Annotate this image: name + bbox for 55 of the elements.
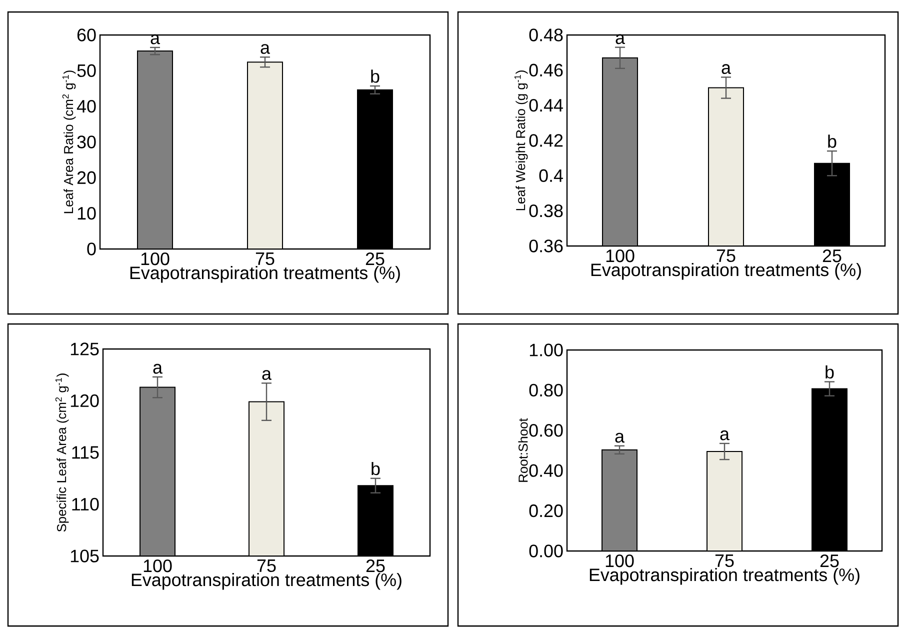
y-tick-label: 50 (77, 64, 96, 77)
x-tick-label: 25 (822, 249, 842, 262)
annotation: a (262, 370, 272, 380)
annotation: a (153, 364, 162, 374)
x-tick-label: 100 (144, 559, 172, 572)
annotation: b (826, 365, 834, 379)
x-axis-title: Evapotranspiration treatments (%) (590, 568, 860, 585)
annotation: a (260, 44, 270, 54)
x-tick-label: 100 (606, 554, 634, 568)
y-tick-label: 0.4 (539, 169, 563, 182)
annotation: b (371, 70, 380, 83)
y-tick-label: 115 (72, 446, 99, 459)
annotation: a (722, 64, 731, 74)
y-tick-label: 60 (77, 28, 96, 42)
x-tick-label: 75 (257, 559, 276, 572)
annotation: a (720, 430, 730, 440)
y-tick-label: 0.80 (529, 384, 563, 397)
y-tick-label: 120 (70, 394, 99, 408)
x-tick-label: 25 (366, 559, 385, 572)
y-tick-label: 110 (72, 498, 99, 511)
y-tick-label: 105 (70, 550, 99, 562)
y-tick-label: 0.60 (529, 424, 563, 437)
y-tick-label: 0.36 (529, 240, 563, 252)
y-tick-label: 0 (87, 242, 96, 256)
x-tick-label: 25 (366, 252, 384, 266)
y-axis-title: Leaf Area Ratio (cm$^{2}$ g$^{-1}$) (62, 70, 76, 214)
annotation: b (828, 134, 836, 148)
y-tick-label: 0.00 (529, 544, 563, 558)
y-tick-label: 0.44 (529, 98, 563, 112)
y-tick-label: 0.42 (529, 134, 563, 147)
y-tick-label: 0.48 (529, 28, 563, 42)
x-tick-label: 75 (716, 249, 736, 262)
y-tick-label: 10 (78, 206, 96, 220)
y-tick-label: 1.00 (530, 344, 563, 356)
y-tick-label: 0.20 (529, 504, 563, 518)
annotation: a (615, 432, 624, 443)
y-tick-label: 0.46 (529, 64, 563, 76)
x-axis-title: Evapotranspiration treatments (%) (130, 266, 400, 283)
x-tick-label: 25 (820, 554, 839, 568)
y-tick-label: 125 (70, 342, 99, 356)
x-tick-label: 100 (606, 249, 634, 262)
annotation: b (372, 462, 380, 476)
x-tick-label: 75 (715, 554, 734, 568)
y-axis-title: Leaf Weight Ratio (g g$^{-1}$) (514, 70, 528, 210)
x-axis-title: Evapotranspiration treatments (%) (591, 263, 861, 280)
y-tick-label: 0.38 (529, 204, 563, 218)
x-axis-title: Evapotranspiration treatments (%) (132, 573, 402, 590)
y-tick-label: 30 (77, 136, 96, 148)
y-tick-label: 40 (76, 100, 96, 113)
y-axis-title: Root:Shoot (518, 418, 528, 482)
y-tick-label: 0.40 (529, 464, 563, 477)
y-axis-title: Specific Leaf Area (cm$^{2}$ g$^{-1}$) (55, 374, 69, 532)
x-tick-label: 75 (256, 252, 274, 266)
y-tick-label: 20 (77, 171, 96, 184)
x-tick-label: 100 (141, 252, 170, 266)
